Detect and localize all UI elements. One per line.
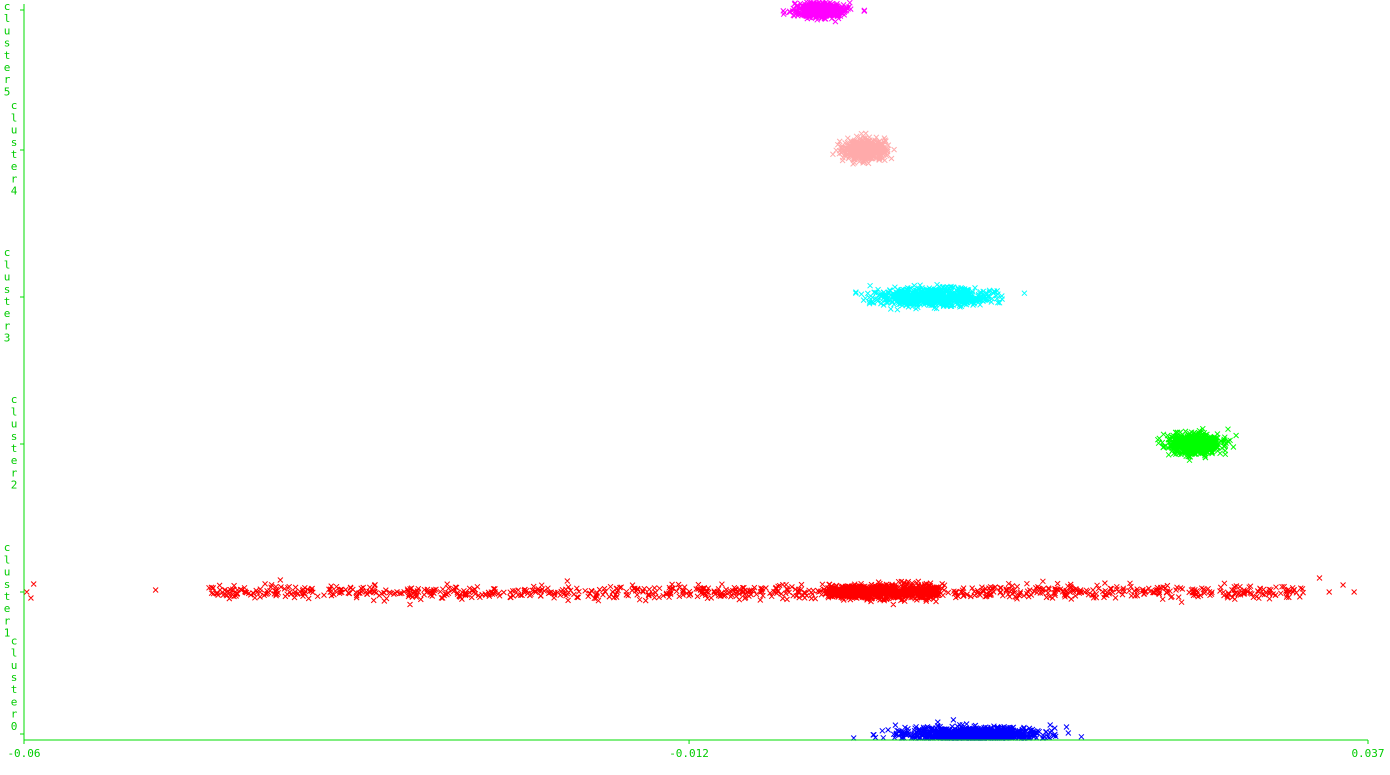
point-markers-cluster2 (1154, 425, 1239, 464)
point-markers-cluster3 (852, 281, 1028, 313)
x-ticks: -0.06 -0.012 0.037 (7, 740, 1385, 760)
series-cluster4 (830, 130, 897, 167)
axes (23, 4, 1368, 741)
series-cluster2 (1154, 425, 1239, 464)
series-cluster1 (23, 575, 1357, 608)
point-markers-cluster0 (850, 717, 1085, 741)
x-tick-label: 0.037 (1351, 747, 1384, 760)
series-cluster0 (850, 717, 1085, 741)
x-tick-label: -0.012 (669, 747, 709, 760)
data-points (23, 0, 1357, 741)
point-markers-cluster5 (780, 0, 868, 25)
series-cluster3 (852, 281, 1028, 313)
y-category-labels: c l u s t e r 0c l u s t e r 1 c l u s t e r 2 c l u s t e r 3 c l u s t e r 4… (4, 0, 24, 735)
point-markers-cluster1 (23, 575, 1357, 608)
point-markers-cluster4 (830, 130, 897, 167)
x-tick-label: -0.06 (7, 747, 40, 760)
series-cluster5 (780, 0, 868, 25)
